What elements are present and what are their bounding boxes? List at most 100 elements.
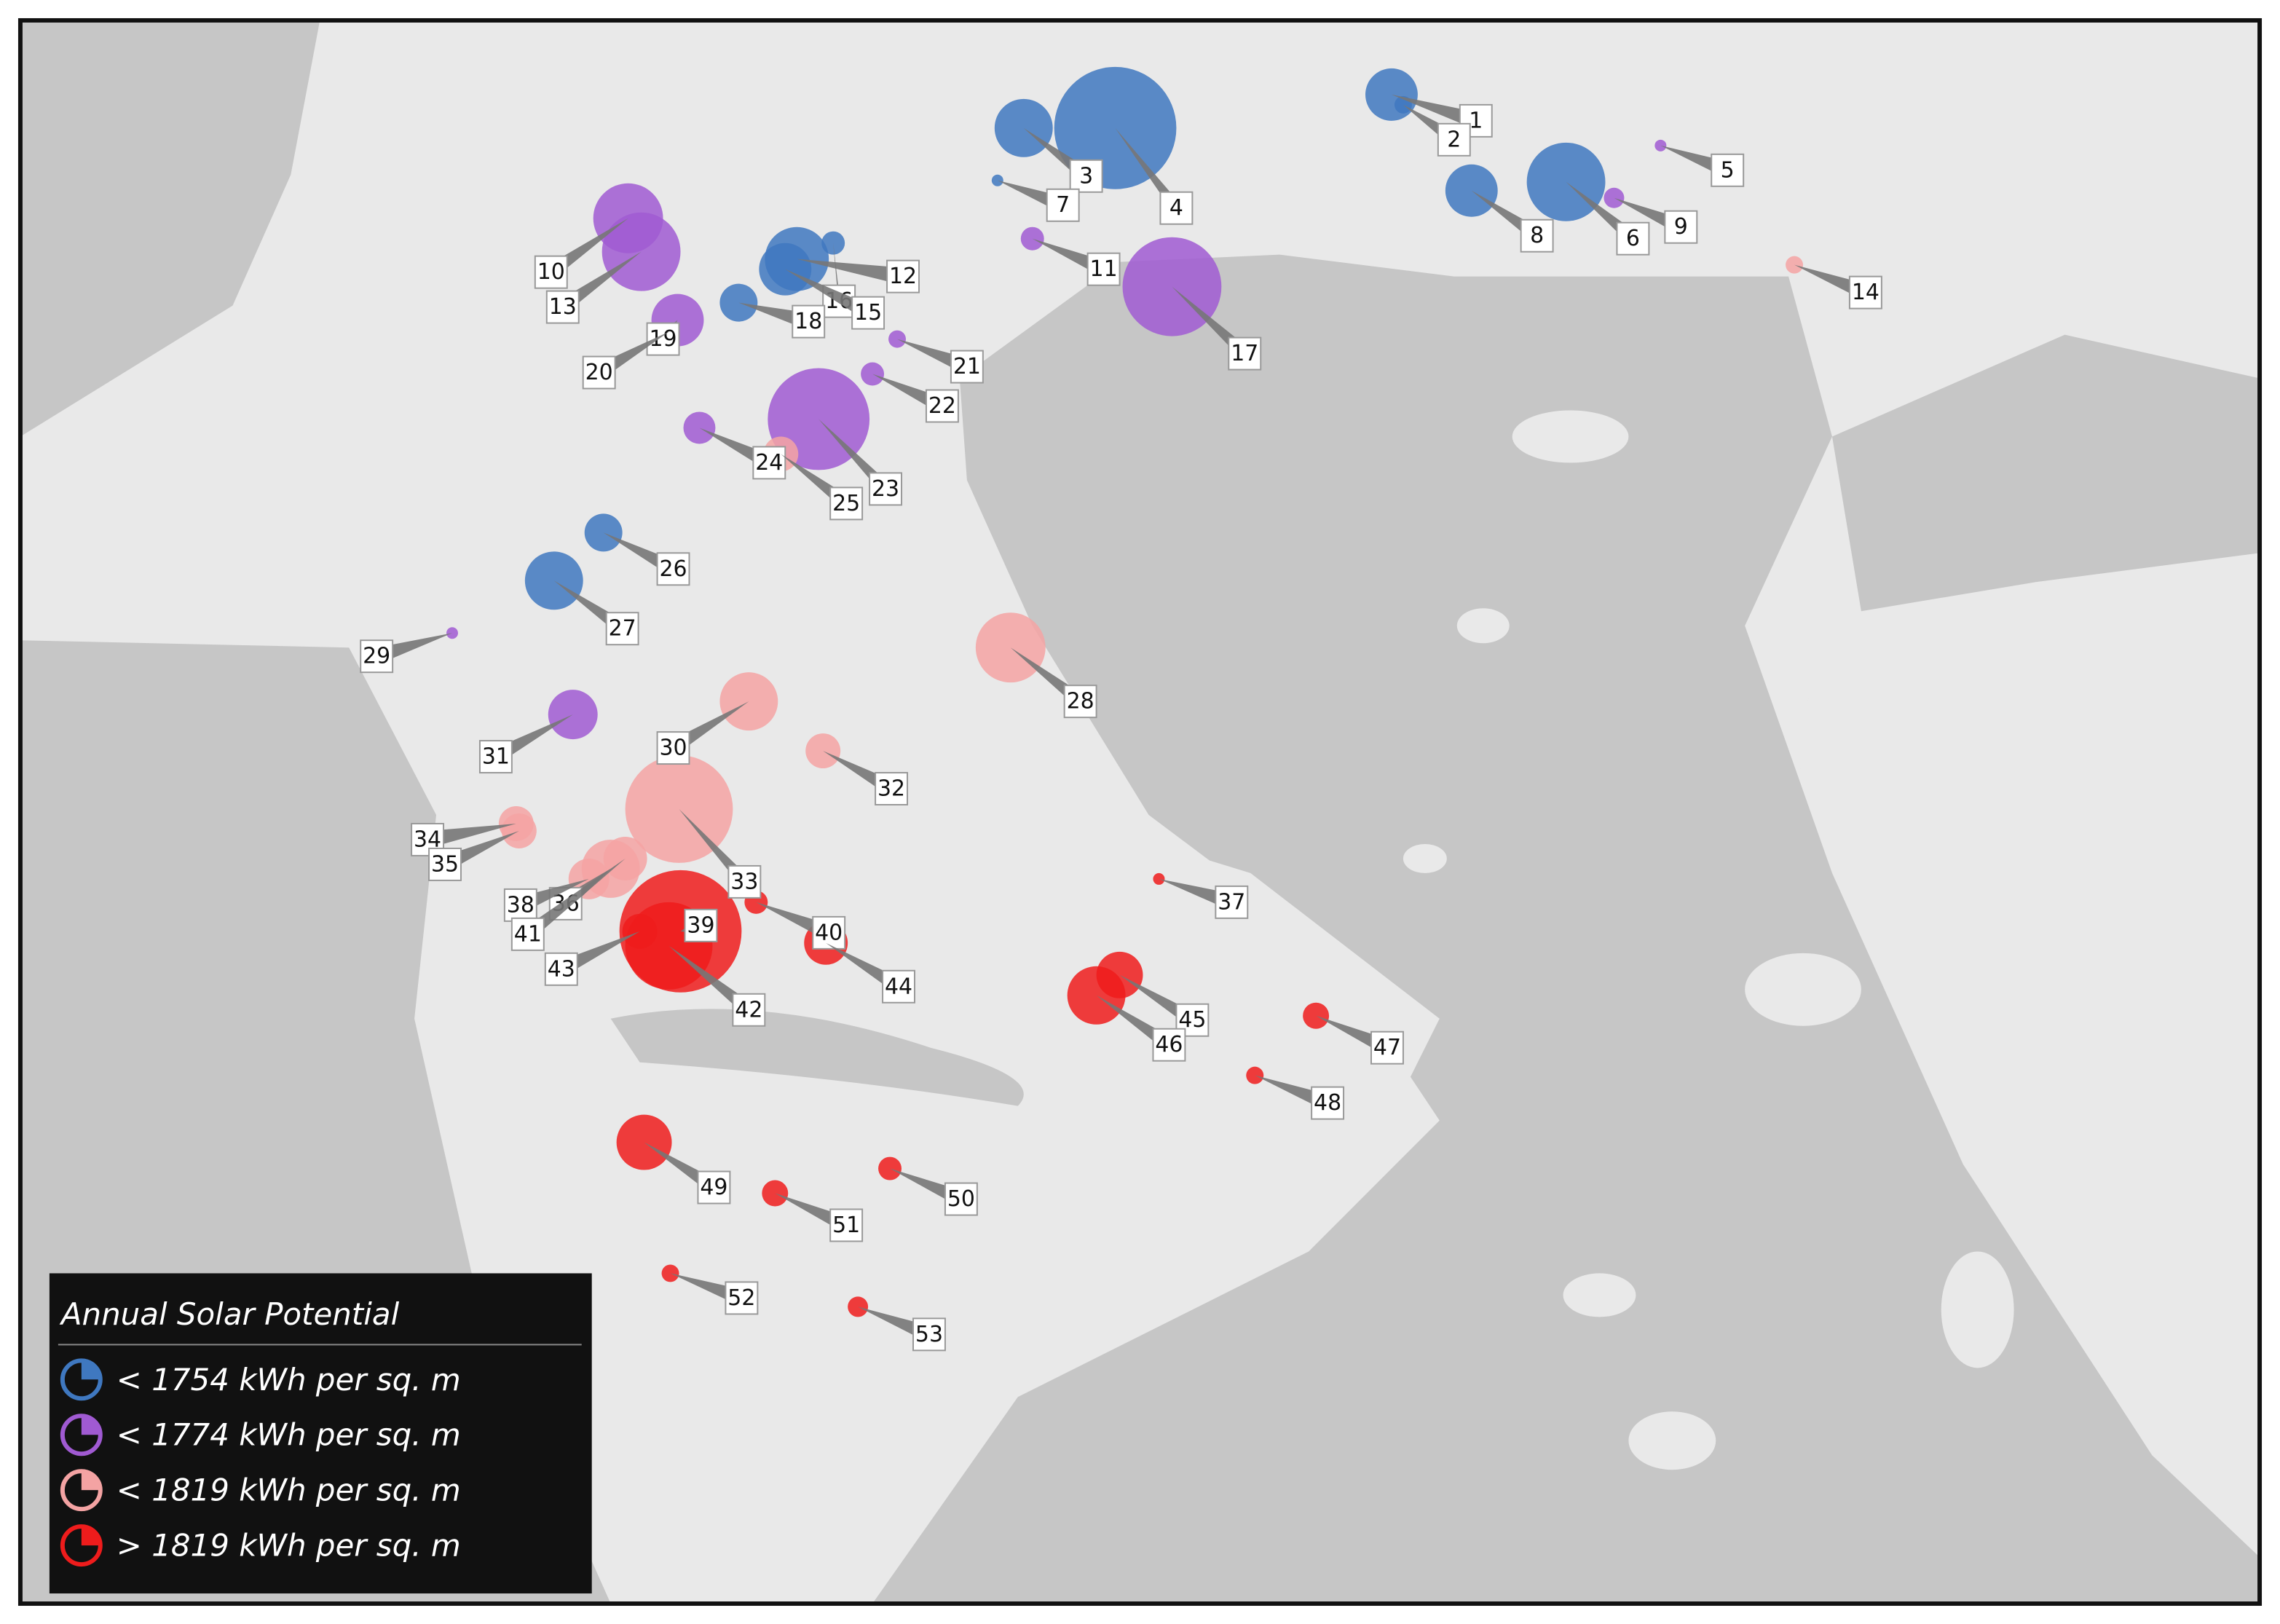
label-box [727,864,762,899]
marker-label: 40 [815,920,843,945]
marker-label: 6 [1626,226,1640,251]
bubble[interactable] [878,1156,902,1180]
marker-label: 44 [885,974,912,999]
marker-label: 32 [877,776,905,802]
marker-label: 30 [659,736,687,761]
pointer [1794,264,1866,301]
sea [1831,334,2260,612]
pointer [1010,647,1081,711]
marker-label: 29 [363,644,390,669]
gulf [610,1009,1024,1106]
label-box [950,350,984,384]
marker-label: 21 [953,354,981,379]
label-box [1046,188,1080,222]
label-box [1520,218,1554,253]
pointer [1096,995,1169,1054]
label-box [545,290,580,324]
label-box [812,915,846,950]
label-box [1152,1028,1186,1062]
legend-icon-wedge [81,1360,100,1380]
bubble[interactable] [524,551,583,610]
label-box [1159,191,1194,225]
marker-label: 51 [832,1213,860,1238]
pointer [785,269,869,322]
label-box [944,1182,978,1216]
label-box [1848,275,1882,310]
pointer [561,931,640,978]
label-box [1215,885,1249,919]
bubble[interactable] [719,283,758,322]
pointer [670,1273,742,1307]
label-box [360,639,394,674]
marker-label: 42 [735,997,762,1022]
marker-label: 1 [1469,108,1483,133]
marker-label: 12 [889,264,917,289]
label-box [646,322,680,356]
pointer [858,1306,929,1344]
marker-label: 3 [1079,163,1093,189]
label-box [428,847,462,881]
bubble[interactable] [805,733,841,769]
label-box [582,355,616,390]
marker-label: 10 [537,259,565,285]
label-box [869,472,903,506]
island [1941,1251,2014,1368]
marker-label: 49 [700,1175,727,1200]
bubble[interactable] [603,836,647,880]
island [1456,608,1510,644]
label-box [697,1170,731,1205]
marker-label: 39 [687,912,714,938]
marker-label: 13 [549,294,577,320]
island [1796,677,1898,808]
pointer [445,830,519,873]
label-box [1069,159,1103,193]
sea [872,254,2260,1604]
label-box [792,304,826,339]
legend-label: > 1819 kWh per sq. m [117,1528,461,1564]
label-box [510,917,545,951]
bubble[interactable] [1153,872,1165,885]
bubble[interactable] [888,330,907,348]
pointer [551,218,628,281]
pointer [553,580,623,638]
pointer [1032,238,1104,278]
label-box [732,993,766,1027]
pointer [599,331,669,382]
marker-label: 33 [730,869,758,894]
label-box [752,446,786,480]
island [1061,814,1440,1106]
marker-label: 15 [854,300,882,326]
label-box [1086,252,1121,286]
legend-icon-wedge [81,1416,100,1435]
legend-label: < 1774 kWh per sq. m [117,1417,461,1453]
marker-label: 41 [514,921,542,947]
label-box [684,908,718,942]
label-box [882,969,915,1004]
label-box [875,772,909,806]
marker-label: 35 [431,851,459,877]
label-box [656,731,690,765]
label-box [1437,122,1471,157]
pointer [603,532,674,578]
island [1628,1411,1716,1470]
label-box [1711,153,1745,187]
bubble[interactable] [601,212,681,291]
bubble[interactable] [1054,66,1177,189]
pointer [1391,94,1476,130]
label-box [829,486,864,521]
bubble[interactable] [661,1264,679,1282]
marker-label: 46 [1155,1032,1183,1057]
legend-bg [49,1273,592,1594]
label-box [1370,1030,1404,1065]
marker-label: 18 [794,309,822,334]
marker-label: 31 [482,744,510,770]
marker-label: 48 [1314,1090,1341,1116]
island [1745,953,1861,1026]
label-box [725,1281,759,1315]
label-box [534,255,568,289]
label-box [851,296,885,330]
marker-label: 9 [1674,214,1688,240]
label-box [1228,336,1262,371]
